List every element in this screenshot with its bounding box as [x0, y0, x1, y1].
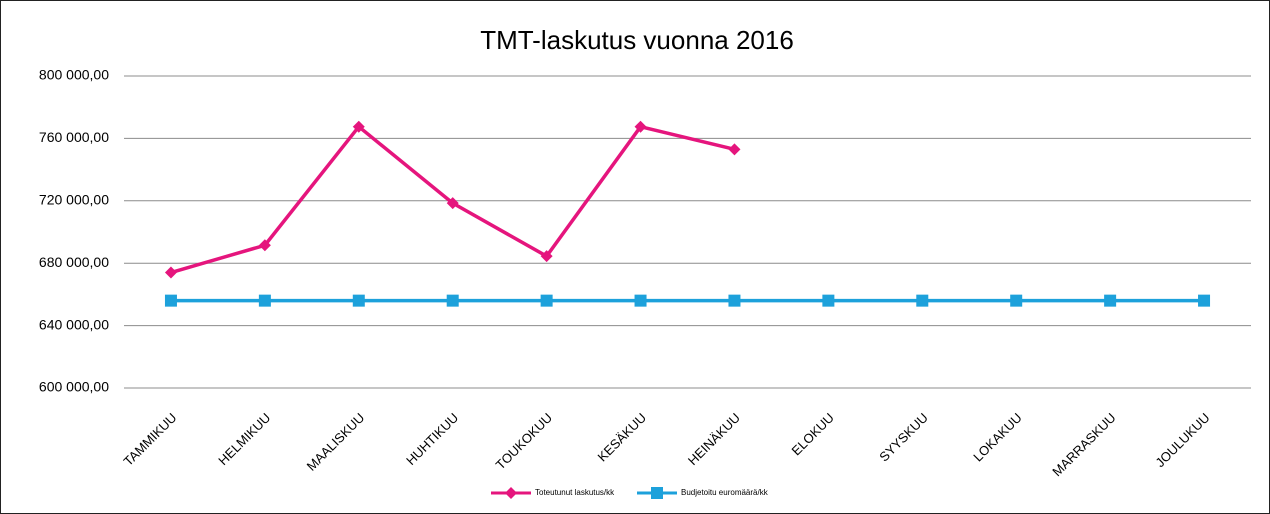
marker — [352, 294, 365, 307]
marker — [822, 294, 835, 307]
x-tick-label: MAALISKUU — [304, 410, 368, 474]
x-tick-label: KESÄKUU — [595, 410, 650, 465]
marker — [446, 294, 459, 307]
legend-item: Toteutunut laskutus/kk — [491, 487, 615, 499]
y-tick-label: 680 000,00 — [39, 254, 109, 270]
marker — [728, 143, 741, 156]
marker — [540, 294, 553, 307]
legend-item: Budjetoitu euromäärä/kk — [637, 487, 769, 499]
legend-marker — [505, 487, 517, 499]
legend-label: Budjetoitu euromäärä/kk — [681, 488, 769, 497]
legend-label: Toteutunut laskutus/kk — [535, 488, 615, 497]
marker — [1104, 294, 1117, 307]
x-tick-label: JOULUKUU — [1152, 410, 1212, 470]
y-tick-label: 720 000,00 — [39, 192, 109, 208]
chart-title: TMT-laskutus vuonna 2016 — [480, 25, 794, 55]
y-tick-label: 640 000,00 — [39, 316, 109, 332]
marker — [164, 266, 177, 279]
x-tick-label: HEINÄKUU — [685, 410, 743, 468]
marker — [258, 239, 271, 252]
x-tick-label: SYYSKUU — [876, 410, 931, 465]
marker — [1010, 294, 1023, 307]
marker — [540, 250, 553, 263]
marker — [634, 120, 647, 133]
y-tick-label: 600 000,00 — [39, 379, 109, 395]
marker — [258, 294, 271, 307]
marker — [352, 120, 365, 133]
marker — [446, 197, 459, 210]
y-tick-label: 760 000,00 — [39, 129, 109, 145]
marker — [916, 294, 929, 307]
x-tick-label: ELOKUU — [789, 410, 837, 458]
x-tick-label: TAMMIKUU — [121, 410, 180, 469]
x-tick-label: HUHTIKUU — [403, 410, 461, 468]
legend-marker — [651, 487, 663, 499]
marker — [1198, 294, 1211, 307]
x-tick-label: LOKAKUU — [970, 410, 1025, 465]
marker — [634, 294, 647, 307]
marker — [164, 294, 177, 307]
x-tick-label: HELMIKUU — [215, 410, 273, 468]
y-tick-label: 800 000,00 — [39, 67, 109, 83]
x-tick-label: TOUKOKUU — [493, 410, 556, 473]
marker — [728, 294, 741, 307]
x-tick-label: MARRASKUU — [1049, 410, 1118, 479]
